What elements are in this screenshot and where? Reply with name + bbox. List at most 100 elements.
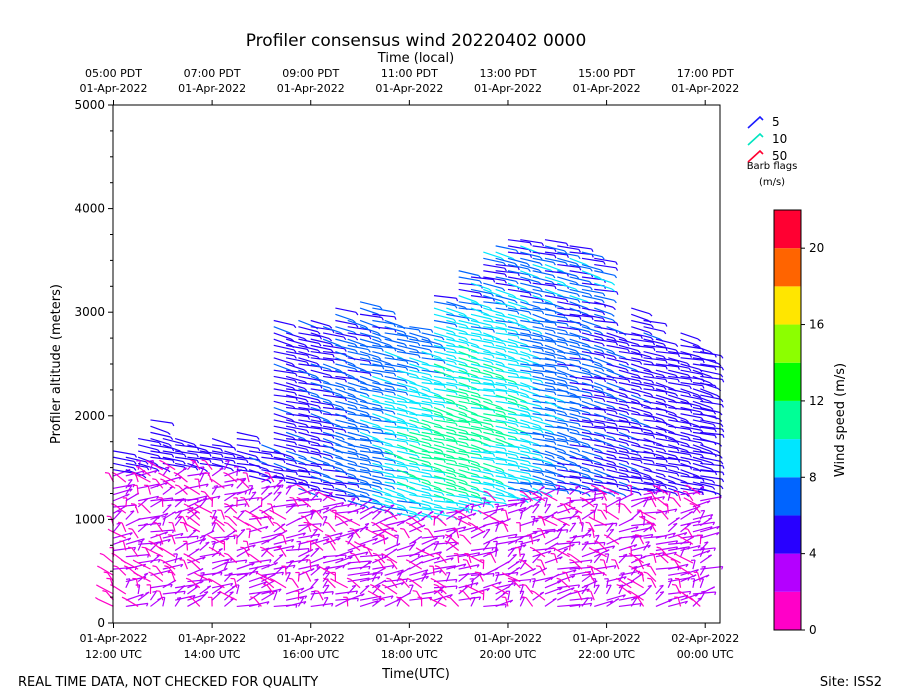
wind-barb-flag: [132, 559, 137, 563]
wind-barb: [310, 319, 330, 327]
wind-barb: [483, 276, 505, 282]
wind-barb: [591, 528, 595, 539]
wind-barb: [490, 553, 497, 564]
wind-barb-flag: [365, 505, 370, 510]
wind-barb-flag: [502, 411, 506, 416]
wind-barb-flag: [591, 316, 594, 321]
wind-barb: [532, 469, 555, 474]
wind-barb-flag: [382, 579, 386, 583]
wind-barb: [631, 388, 651, 395]
wind-barb: [692, 344, 711, 353]
wind-barb-flag: [677, 366, 680, 370]
wind-barb: [606, 594, 626, 601]
wind-barb-flag: [354, 541, 358, 544]
wind-barb: [631, 544, 651, 552]
wind-barb: [643, 481, 666, 487]
wind-barb-flag: [455, 423, 458, 427]
wind-barb-flag: [330, 455, 334, 459]
wind-barb: [298, 400, 319, 407]
wind-barb-flag: [688, 392, 692, 397]
wind-barb: [285, 344, 308, 350]
wind-barb-flag: [549, 301, 554, 305]
wind-barb-flag: [616, 498, 621, 502]
wind-barb: [631, 338, 654, 343]
wind-barb-flag: [588, 430, 592, 435]
wind-barb-flag: [366, 412, 370, 416]
wind-barb: [347, 425, 369, 432]
wind-barb-flag: [564, 436, 568, 441]
wind-barb-flag: [613, 565, 617, 569]
wind-barb: [421, 450, 444, 455]
wind-barb: [446, 506, 469, 512]
wind-barb: [273, 319, 294, 326]
wind-barb-flag: [443, 472, 446, 476]
wind-barb-flag: [379, 461, 383, 466]
wind-barb-flag: [597, 509, 602, 512]
wind-barb: [700, 456, 722, 463]
wind-barb: [285, 357, 307, 363]
wind-barb-flag: [661, 418, 665, 423]
wind-barb: [668, 413, 687, 421]
y-axis-label: Profiler altitude (meters): [49, 284, 64, 444]
wind-barb: [601, 491, 608, 502]
wind-barb: [631, 481, 654, 486]
wind-barb: [606, 450, 628, 456]
wind-barb: [384, 357, 407, 362]
wind-barb-flag: [663, 330, 667, 335]
wind-barb: [520, 295, 542, 300]
wind-barb-flag: [436, 556, 441, 560]
wind-barb: [569, 282, 591, 288]
wind-barb-flag: [319, 473, 322, 477]
wind-barb: [446, 357, 466, 364]
wind-barb: [446, 456, 469, 462]
wind-barb: [692, 419, 714, 425]
wind-barb-flag: [442, 417, 446, 421]
wind-barb-flag: [268, 492, 273, 495]
wind-barb: [581, 357, 600, 365]
wind-barb-flag: [425, 569, 429, 573]
wind-barb-flag: [344, 484, 348, 489]
wind-barb: [396, 475, 419, 481]
wind-barb-flag: [584, 571, 589, 574]
wind-barb: [298, 413, 320, 419]
wind-barb: [606, 406, 627, 413]
wind-barb-flag: [349, 550, 354, 554]
wind-barb-flag: [566, 254, 570, 258]
wind-barb: [385, 585, 398, 595]
wind-barb-flag: [127, 537, 132, 541]
wind-barb-flag: [520, 497, 526, 500]
wind-barb: [175, 535, 199, 539]
wind-barb-flag: [665, 347, 668, 352]
wind-barb: [470, 363, 492, 370]
wind-barb: [322, 375, 346, 381]
wind-barb: [470, 382, 494, 386]
wind-barb-flag: [523, 506, 527, 511]
wind-barb-flag: [712, 486, 716, 490]
wind-barb-flag: [670, 558, 675, 561]
wind-barb-flag: [314, 578, 319, 581]
wind-barb: [544, 413, 563, 421]
wind-barb-flag: [603, 534, 608, 537]
wind-barb: [273, 382, 294, 389]
wind-barb: [544, 431, 565, 438]
wind-barb-flag: [265, 526, 269, 530]
wind-barb: [569, 406, 589, 414]
wind-barb-flag: [417, 467, 421, 471]
wind-barb: [618, 570, 640, 576]
wind-barb-flag: [700, 485, 705, 489]
wind-barb-flag: [542, 366, 545, 370]
wind-barb: [396, 450, 418, 457]
wind-barb: [347, 475, 367, 483]
wind-barb-flag: [578, 541, 581, 546]
wind-barb: [606, 553, 610, 564]
wind-barb-flag: [268, 480, 272, 484]
wind-barb: [594, 388, 612, 396]
wind-barb-flag: [381, 348, 384, 352]
wind-barb-flag: [259, 509, 264, 512]
wind-barb: [224, 462, 246, 469]
wind-barb-flag: [613, 299, 617, 304]
wind-barb: [347, 469, 370, 474]
wind-barb: [643, 496, 665, 502]
wind-barb: [641, 511, 657, 520]
wind-barb: [396, 425, 418, 431]
